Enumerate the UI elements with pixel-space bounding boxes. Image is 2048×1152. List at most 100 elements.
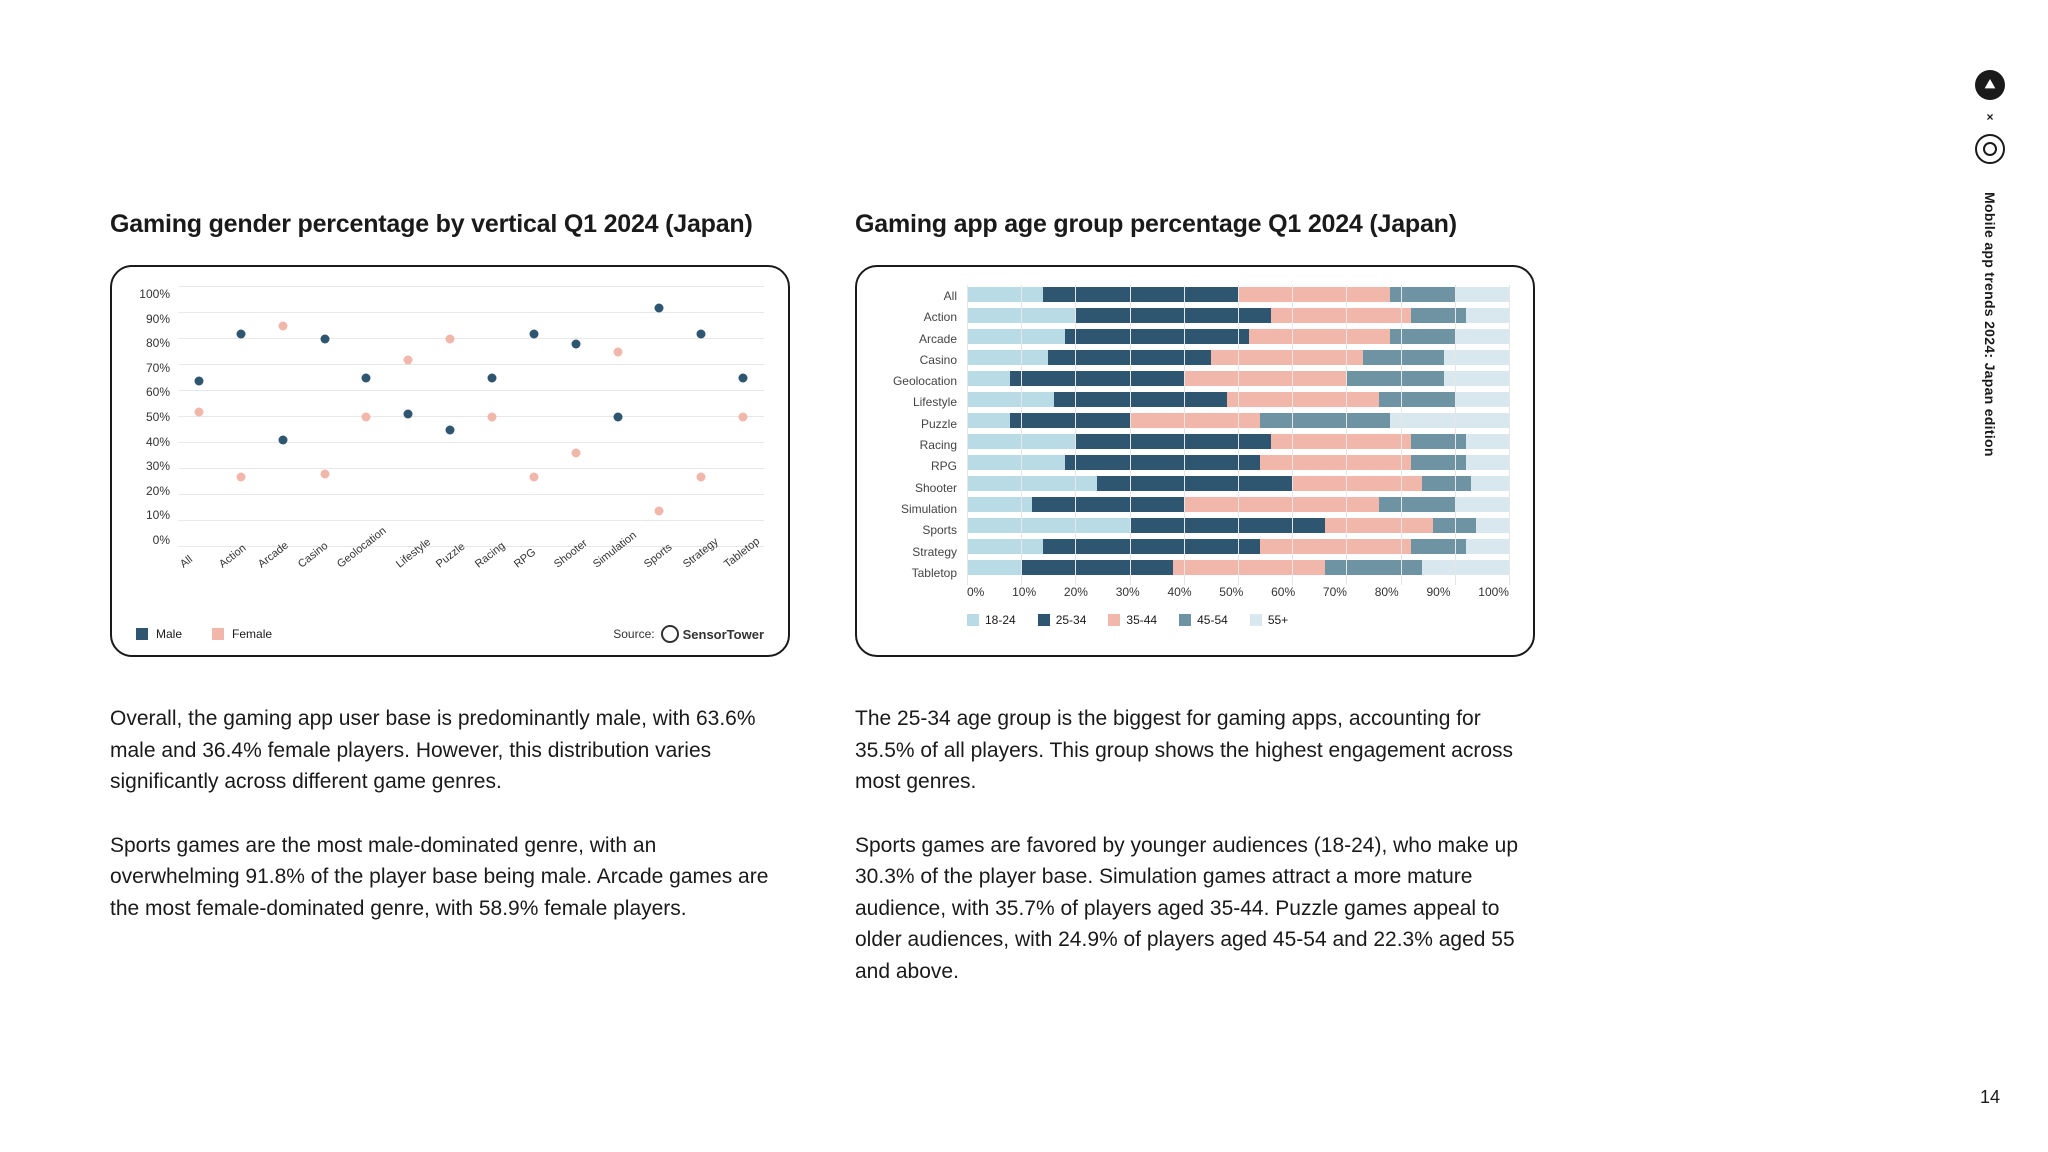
age-bar-segment [967,497,1032,512]
gender-point [529,329,538,338]
age-body-p1: The 25-34 age group is the biggest for g… [855,703,1535,798]
age-bar-segment [1130,413,1260,428]
age-bar-segment [967,371,1010,386]
age-bar-segment [1065,455,1260,470]
age-bar-segment [1379,392,1455,407]
source-name: SensorTower [683,627,764,642]
gender-chart-box: 100%90%80%70%60%50%40%30%20%10%0% AllAct… [110,265,790,657]
age-bar-segment [1411,308,1465,323]
gender-chart-title: Gaming gender percentage by vertical Q1 … [110,210,790,239]
age-xtick: 0% [967,585,984,599]
age-xtick: 20% [1064,585,1088,599]
age-bar-segment [1466,455,1509,470]
gender-point [236,329,245,338]
age-bar-segment [1346,371,1444,386]
age-legend-item: 55+ [1250,613,1288,627]
age-bar-segment [1471,476,1509,491]
gender-ytick: 100% [136,287,170,301]
age-legend-swatch [1038,614,1050,626]
age-bar-segment [1097,476,1292,491]
gender-section: Gaming gender percentage by vertical Q1 … [110,210,790,956]
age-bar-segment [1466,539,1509,554]
gender-point [362,374,371,383]
age-xtick: 30% [1116,585,1140,599]
age-bar-segment [1466,434,1509,449]
age-legend-swatch [1250,614,1262,626]
age-bar-segment [1444,371,1509,386]
gender-point [697,472,706,481]
gender-point [194,407,203,416]
age-ylabel: Sports [881,521,957,540]
age-bar-segment [1411,434,1465,449]
age-chart-plot-area: AllActionArcadeCasinoGeolocationLifestyl… [881,287,1509,583]
age-chart-box: AllActionArcadeCasinoGeolocationLifestyl… [855,265,1535,657]
age-gridline [1401,285,1402,585]
gender-point [613,413,622,422]
age-bar-segment [1379,497,1455,512]
gender-chart-yaxis: 100%90%80%70%60%50%40%30%20%10%0% [136,287,178,547]
age-ylabel: Racing [881,436,957,455]
gender-chart-xaxis: AllActionArcadeCasinoGeolocationLifestyl… [178,547,764,599]
gender-ytick: 30% [136,459,170,473]
gender-gridline [178,312,764,313]
gender-point [739,413,748,422]
gender-point [655,506,664,515]
age-bar-segment [1411,539,1465,554]
age-ylabel: Shooter [881,479,957,498]
age-bar-segment [1260,539,1412,554]
gender-gridline [178,416,764,417]
gender-gridline [178,390,764,391]
age-bar-segment [967,413,1010,428]
age-xtick: 90% [1426,585,1450,599]
gender-gridline [178,338,764,339]
age-bar-segment [1010,413,1129,428]
gender-point [404,410,413,419]
gender-point [320,470,329,479]
legend-swatch-female [212,628,224,640]
age-bar-segment [1043,287,1238,302]
age-bar-segment [967,350,1048,365]
age-ylabel: RPG [881,457,957,476]
age-legend-item: 35-44 [1108,613,1157,627]
gender-ytick: 40% [136,435,170,449]
right-sidebar: × Mobile app trends 2024: Japan edition [1972,70,2008,457]
age-ylabel: Strategy [881,543,957,562]
age-bar-segment [1184,497,1379,512]
age-bar-segment [1238,287,1390,302]
age-xtick: 80% [1375,585,1399,599]
age-bar-segment [1227,392,1379,407]
age-ylabel: Tabletop [881,564,957,583]
age-bar-segment [1390,329,1455,344]
sidebar-title: Mobile app trends 2024: Japan edition [1982,192,1998,457]
age-chart-legend: 18-2425-3435-4445-5455+ [967,613,1509,627]
gender-point [362,413,371,422]
gender-point [613,348,622,357]
gender-gridline [178,468,764,469]
age-legend-label: 55+ [1268,613,1288,627]
age-bar-segment [1444,350,1509,365]
age-bar-segment [1325,560,1423,575]
age-ylabel: Arcade [881,330,957,349]
age-bar-segment [967,392,1054,407]
age-xtick: 50% [1219,585,1243,599]
gender-ytick: 50% [136,410,170,424]
age-legend-label: 45-54 [1197,613,1228,627]
brand-logo-a-icon [1975,70,2005,100]
age-chart-yaxis: AllActionArcadeCasinoGeolocationLifestyl… [881,287,967,583]
age-xtick: 100% [1478,585,1509,599]
age-bar-segment [1260,413,1390,428]
age-legend-label: 35-44 [1126,613,1157,627]
age-bar-segment [1184,371,1347,386]
age-bar-segment [1065,329,1249,344]
brand-separator-icon: × [1986,110,1993,124]
age-bar-segment [1422,560,1509,575]
gender-body-text: Overall, the gaming app user base is pre… [110,703,790,924]
age-gridline [1021,285,1022,585]
age-xtick: 60% [1271,585,1295,599]
gender-ytick: 60% [136,385,170,399]
gender-chart-plot [178,287,764,547]
age-bar-segment [967,329,1065,344]
age-bar-segment [1411,455,1465,470]
age-bar-segment [967,560,1021,575]
gender-ytick: 80% [136,336,170,350]
